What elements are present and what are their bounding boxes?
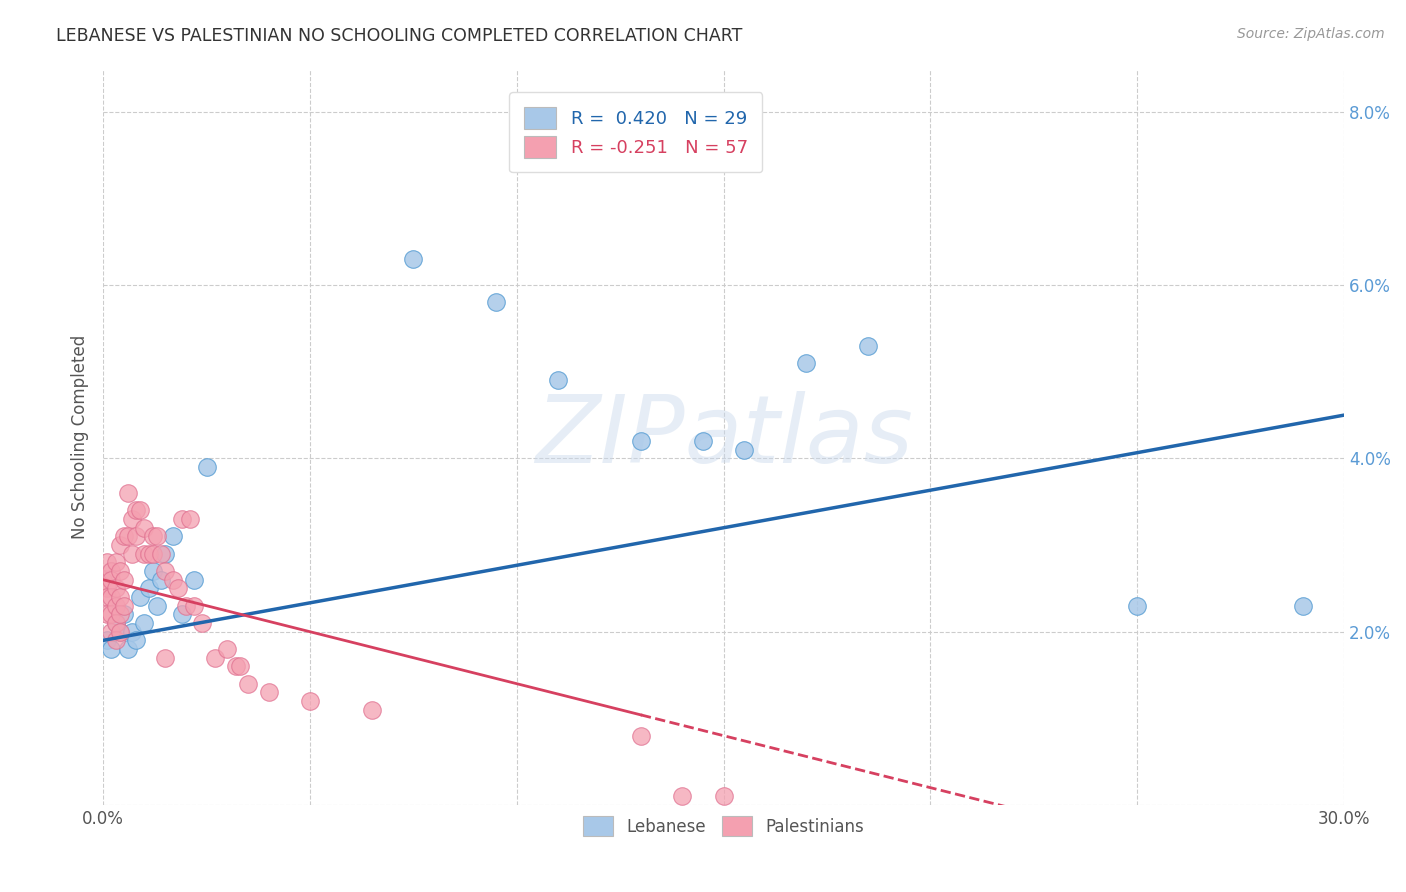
Point [170, 512, 193, 526]
Point [134, 615, 156, 630]
Point [96, 590, 118, 604]
Point [134, 521, 156, 535]
Point [125, 529, 148, 543]
Point [108, 564, 131, 578]
Point [121, 547, 143, 561]
Point [108, 538, 131, 552]
Point [858, 339, 880, 353]
Text: ZIPatlas: ZIPatlas [534, 392, 912, 483]
Point [125, 503, 148, 517]
Text: Source: ZipAtlas.com: Source: ZipAtlas.com [1237, 27, 1385, 41]
Point [170, 607, 193, 622]
Point [96, 607, 118, 622]
Point [100, 607, 122, 622]
Point [104, 633, 127, 648]
Point [108, 590, 131, 604]
Point [153, 547, 176, 561]
Point [104, 582, 127, 596]
Point [179, 512, 201, 526]
Point [485, 295, 508, 310]
Point [630, 434, 652, 449]
Point [204, 650, 226, 665]
Point [138, 582, 160, 596]
Point [236, 676, 259, 690]
Point [91, 573, 114, 587]
Point [108, 624, 131, 639]
Point [692, 434, 714, 449]
Point [117, 642, 139, 657]
Point [104, 599, 127, 613]
Point [104, 615, 127, 630]
Point [1292, 599, 1315, 613]
Point [228, 659, 250, 673]
Point [100, 564, 122, 578]
Point [134, 547, 156, 561]
Point [100, 642, 122, 657]
Text: LEBANESE VS PALESTINIAN NO SCHOOLING COMPLETED CORRELATION CHART: LEBANESE VS PALESTINIAN NO SCHOOLING COM… [56, 27, 742, 45]
Point [146, 599, 169, 613]
Point [183, 599, 205, 613]
Point [183, 573, 205, 587]
Point [195, 460, 218, 475]
Point [117, 529, 139, 543]
Point [402, 252, 425, 267]
Point [671, 789, 693, 804]
Point [96, 633, 118, 648]
Point [129, 590, 152, 604]
Point [104, 555, 127, 569]
Point [108, 607, 131, 622]
Point [217, 642, 239, 657]
Point [257, 685, 280, 699]
Point [153, 650, 176, 665]
Point [150, 573, 173, 587]
Legend: Lebanese, Palestinians: Lebanese, Palestinians [575, 807, 873, 845]
Point [796, 356, 818, 370]
Point [630, 729, 652, 743]
Point [138, 547, 160, 561]
Point [361, 703, 384, 717]
Point [162, 573, 184, 587]
Point [100, 590, 122, 604]
Point [96, 555, 118, 569]
Point [142, 529, 165, 543]
Point [125, 633, 148, 648]
Point [112, 573, 135, 587]
Point [112, 599, 135, 613]
Point [121, 512, 143, 526]
Point [191, 615, 214, 630]
Point [108, 624, 131, 639]
Point [1126, 599, 1149, 613]
Point [162, 529, 184, 543]
Point [142, 547, 165, 561]
Point [142, 564, 165, 578]
Point [100, 573, 122, 587]
Point [153, 564, 176, 578]
Point [117, 486, 139, 500]
Point [166, 582, 188, 596]
Point [224, 659, 246, 673]
Point [174, 599, 197, 613]
Point [150, 547, 173, 561]
Point [146, 529, 169, 543]
Y-axis label: No Schooling Completed: No Schooling Completed [72, 334, 89, 539]
Point [298, 694, 321, 708]
Point [104, 615, 127, 630]
Point [713, 789, 735, 804]
Point [547, 374, 569, 388]
Point [129, 503, 152, 517]
Point [733, 442, 755, 457]
Point [96, 582, 118, 596]
Point [112, 529, 135, 543]
Point [112, 607, 135, 622]
Point [121, 624, 143, 639]
Point [100, 624, 122, 639]
